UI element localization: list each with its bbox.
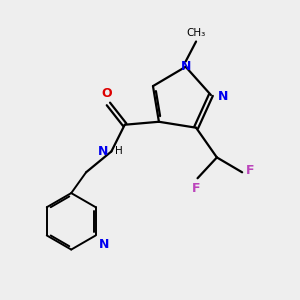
Text: O: O	[102, 87, 112, 101]
Text: N: N	[218, 90, 228, 103]
Text: H: H	[115, 146, 123, 157]
Text: N: N	[99, 238, 110, 251]
Text: CH₃: CH₃	[186, 28, 206, 38]
Text: N: N	[98, 145, 108, 158]
Text: N: N	[181, 60, 191, 73]
Text: F: F	[246, 164, 254, 177]
Text: F: F	[192, 182, 200, 195]
